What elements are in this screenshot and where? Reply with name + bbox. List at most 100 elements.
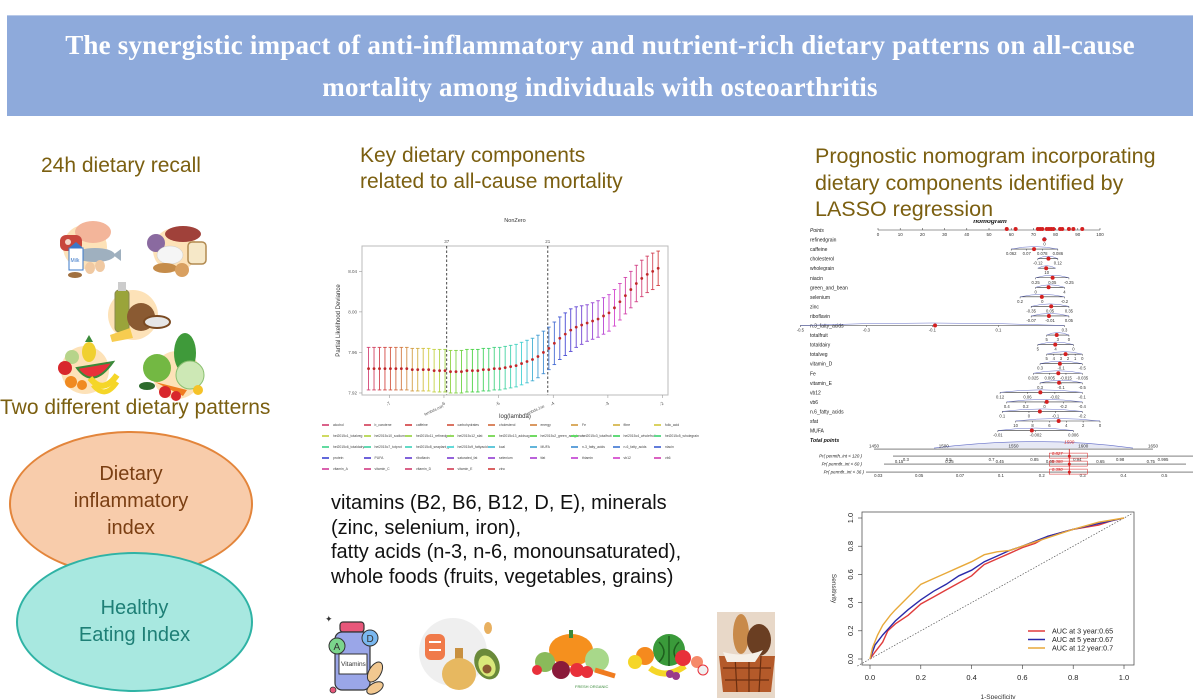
variable-tick-label: -0.2	[1079, 413, 1087, 418]
mean-point	[449, 370, 452, 374]
density-curve	[1040, 380, 1083, 384]
probability-marker	[1067, 454, 1071, 458]
mean-point	[607, 311, 611, 315]
nomogram-title-line: LASSO regression	[815, 197, 994, 221]
key-components-title-line: Key dietary components	[360, 144, 586, 167]
mean-point	[569, 328, 573, 332]
density-curve	[1031, 303, 1069, 307]
variable-marker	[1037, 409, 1042, 414]
total-density	[933, 441, 1134, 449]
probability-tick-label: 0.55	[1046, 459, 1055, 464]
plot-frame	[361, 245, 669, 396]
variable-tick-label: 0.07	[1023, 251, 1032, 256]
variable-marker	[1063, 352, 1068, 357]
y-tick-label: 1.0	[846, 513, 855, 523]
variable-tick-label: -0.1	[1058, 385, 1066, 390]
variable-tick-label: 4	[1054, 347, 1057, 352]
summary-line: vitamins (B2, B6, B12, D, E), minerals	[331, 492, 667, 514]
variable-tick-label: -0.5	[1079, 385, 1087, 390]
probability-tick-label: 0.65	[1096, 459, 1105, 464]
density-curve	[1002, 408, 1083, 412]
variable-tick-label: 0.025	[1028, 375, 1039, 380]
legend-item: alcohol	[322, 423, 344, 427]
legend-item: PUFA	[363, 456, 383, 460]
mean-point	[383, 367, 387, 371]
legend-item: folic_acid	[654, 423, 679, 427]
variable-tick-label: -0.1	[1079, 394, 1087, 399]
legend-label: vitamin_E	[457, 467, 473, 471]
mean-point	[525, 360, 529, 363]
variable-marker	[1049, 304, 1054, 309]
key-components-title-line: related to all-cause mortality	[360, 170, 623, 193]
summary-line: (zinc, selenium, iron),	[331, 516, 522, 539]
variable-marker	[1056, 419, 1061, 423]
mean-point	[394, 367, 398, 371]
legend-swatch	[322, 424, 329, 426]
variable-marker	[1029, 428, 1034, 433]
density-curve	[800, 322, 1065, 326]
legend-item: caffeine	[405, 423, 428, 427]
legend-item: vitamin_A	[322, 467, 348, 471]
lasso-cv-chart: NonZero 7.92 7.96 8.00 8.04 -7 -6 -5 -4 -3 -2 log(l…	[336, 218, 669, 420]
title-banner: The synergistic impact of anti-inflammat…	[7, 15, 1193, 116]
mean-point	[372, 367, 376, 371]
legend-swatch	[363, 446, 371, 448]
variable-tick-label: -0.3	[863, 328, 871, 333]
points-marker	[1013, 227, 1018, 231]
mean-point	[410, 368, 414, 372]
points-tick-label: 70	[1031, 232, 1037, 237]
variable-tick-label: -0.2	[1060, 404, 1068, 409]
variable-tick-label: -0.035	[1076, 375, 1089, 380]
x-tick-label: -2	[658, 400, 665, 407]
mean-point	[591, 319, 594, 323]
poster-title: The synergistic impact of anti-inflammat…	[65, 30, 1135, 102]
mean-point	[389, 367, 392, 371]
variable-label: niacin	[810, 276, 823, 282]
mean-point	[367, 367, 370, 371]
variable-tick-label: 0	[1043, 404, 1046, 409]
variable-label: green_and_bean	[810, 285, 848, 291]
legend-swatch	[363, 435, 371, 437]
chart-title: NonZero	[504, 218, 525, 224]
mean-point	[465, 369, 469, 373]
variable-tick-label: 2	[1067, 356, 1070, 361]
legend-item: hei2015c5_wholegrain	[654, 434, 699, 438]
probability-tick-label: 0.75	[1147, 459, 1156, 464]
legend-swatch	[446, 435, 454, 437]
variable-tick-label: -0.25	[1064, 280, 1074, 285]
variable-tick-label: 0.4	[1004, 404, 1010, 409]
density-curve	[1035, 284, 1065, 288]
points-tick-label: 0	[877, 232, 880, 237]
legend-swatch	[529, 446, 537, 448]
legend-label: vb6	[665, 456, 671, 460]
roc-curve	[869, 517, 1125, 660]
legend-label: AUC at 12 year:0.7	[1052, 644, 1113, 653]
variable-tick-label: -0.35	[1026, 308, 1036, 313]
variable-label: vb12	[810, 390, 821, 396]
legend-item: hei2015c2_green_and_bean	[529, 434, 584, 438]
mean-point	[378, 367, 381, 371]
vegetable-group-icon	[139, 333, 205, 401]
variable-label: totaldairy	[810, 343, 831, 349]
mean-point	[613, 306, 616, 310]
variable-marker	[1044, 266, 1049, 271]
density-curve	[1037, 265, 1056, 269]
svg-text:✦: ✦	[325, 614, 333, 624]
variable-marker	[933, 323, 938, 328]
mean-point	[656, 266, 660, 270]
variable-tick-label: -0.01	[1045, 318, 1055, 323]
total-tick-label: 1500	[939, 444, 950, 449]
legend-label: hei2015c13_addsug	[499, 434, 530, 438]
variable-tick-label: 0	[1081, 356, 1084, 361]
x-tick-label: 0.6	[1017, 673, 1027, 682]
legend-label: vb12	[623, 456, 631, 460]
mean-point	[558, 336, 562, 340]
density-curve	[1015, 418, 1101, 422]
points-marker	[1060, 227, 1065, 231]
legend-label: vitamin_D	[416, 467, 432, 471]
legend-swatch	[363, 424, 371, 426]
mean-point	[487, 368, 491, 372]
probability-tick-label: 0.85	[1030, 457, 1039, 462]
legend-label: n-6_fatty_acids	[623, 445, 647, 449]
legend-swatch	[571, 446, 578, 448]
